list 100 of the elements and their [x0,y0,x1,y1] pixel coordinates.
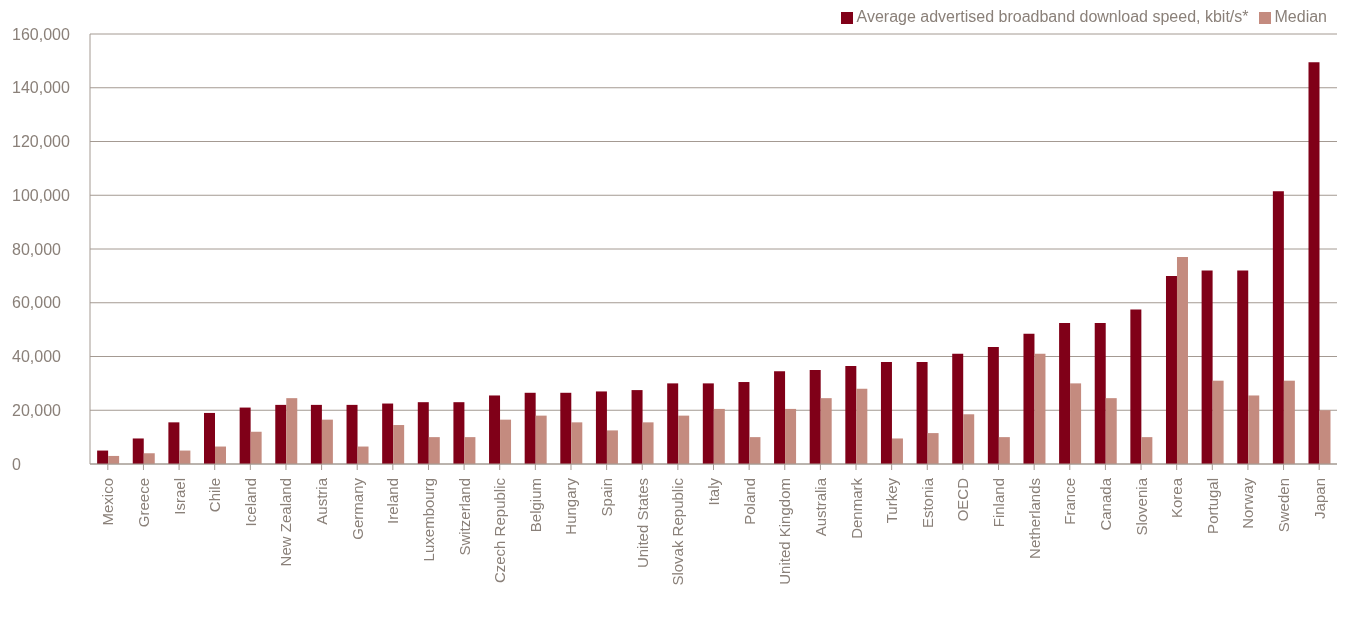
x-tick-label: Ireland [384,478,402,524]
x-tick-label: Portugal [1203,478,1221,534]
bar [1034,353,1046,464]
x-tick-label: Chile [206,478,224,513]
bar [286,398,298,464]
bar [963,414,975,464]
x-tick-label: Poland [740,478,758,525]
y-tick-label: 100,000 [12,186,70,204]
bar [1201,270,1213,464]
bar [393,425,405,464]
legend-label: Average advertised broadband download speed, kbit/s* [856,8,1249,25]
y-tick-label: 60,000 [12,294,62,312]
bar [560,392,572,464]
bar [428,437,440,464]
y-tick-label: 40,000 [12,348,62,366]
bar [321,419,333,464]
y-tick-label: 20,000 [12,401,62,419]
bar [1023,333,1035,464]
x-tick-label: Hungary [562,477,580,535]
bar [453,402,465,464]
x-tick-label: Slovenia [1132,477,1150,536]
x-tick-label: Iceland [241,478,259,527]
bar [464,437,476,464]
bar [595,391,607,464]
bar [1212,380,1224,464]
x-tick-label: Belgium [526,478,544,533]
x-tick-label: Germany [348,477,366,540]
bar [239,407,251,464]
x-tick-label: Japan [1310,478,1328,519]
x-tick-label: Korea [1168,477,1186,519]
bar [1308,62,1320,464]
bar [310,404,322,464]
x-tick-label: Estonia [918,477,936,529]
bar [785,408,797,464]
bar [738,382,750,464]
bar [500,419,512,464]
x-tick-label: Sweden [1275,478,1293,533]
bar [1105,398,1117,464]
x-tick-label: Finland [990,478,1008,528]
bar [1283,380,1295,464]
y-tick-label: 140,000 [12,79,70,97]
x-tick-label: Austria [313,477,331,525]
bar [524,392,536,464]
x-tick-label: Greece [134,478,152,528]
bar [820,398,832,464]
bar [987,347,999,464]
x-tick-label: New Zealand [277,478,295,567]
x-tick-label: Israel [170,478,188,515]
bar [1165,275,1177,464]
x-tick-label: Italy [705,477,722,506]
x-tick-label: Denmark [847,477,865,539]
bar [891,438,903,464]
bar [204,412,216,464]
bar [1176,257,1188,464]
bar [631,390,643,464]
bar [1319,410,1331,464]
x-tick-label: Australia [811,477,829,537]
bar [168,422,180,464]
x-tick-label: France [1061,478,1079,525]
bar [856,388,868,464]
bar [749,437,761,464]
bar [713,408,725,464]
bar [143,453,155,464]
x-tick-label: Turkey [883,477,901,524]
x-tick-label: Mexico [99,478,117,526]
y-tick-label: 120,000 [12,133,70,151]
y-tick-label: 0 [12,455,21,473]
bar [132,438,144,464]
bar [417,402,429,464]
x-tick-label: Luxembourg [419,478,437,562]
bar [1248,395,1260,464]
bar [667,383,679,464]
bar [1141,437,1153,464]
x-tick-label: United Kingdom [776,478,794,585]
bar [774,371,786,464]
bar [998,437,1010,464]
bar [1272,191,1284,464]
bar [346,404,358,464]
legend-label: Median [1274,8,1327,25]
bar [952,353,964,464]
bar [927,433,939,464]
x-tick-label: Canada [1096,477,1114,531]
x-tick-label: Slovak Republic [669,477,687,586]
bar [678,415,690,464]
bar [535,415,547,464]
x-tick-label: United States [633,478,651,569]
bar [250,431,262,464]
x-tick-label: Czech Republic [491,477,509,584]
bar [1130,309,1142,464]
bar [1070,383,1082,464]
y-tick-label: 160,000 [12,25,70,43]
bar [357,446,369,464]
bar [809,369,821,464]
x-tick-label: Spain [598,478,616,517]
x-tick-label: OECD [954,477,972,522]
y-tick-label: 80,000 [12,240,62,258]
bar [1094,322,1106,464]
bar [215,446,227,464]
bar [880,361,892,464]
bar [642,422,654,464]
